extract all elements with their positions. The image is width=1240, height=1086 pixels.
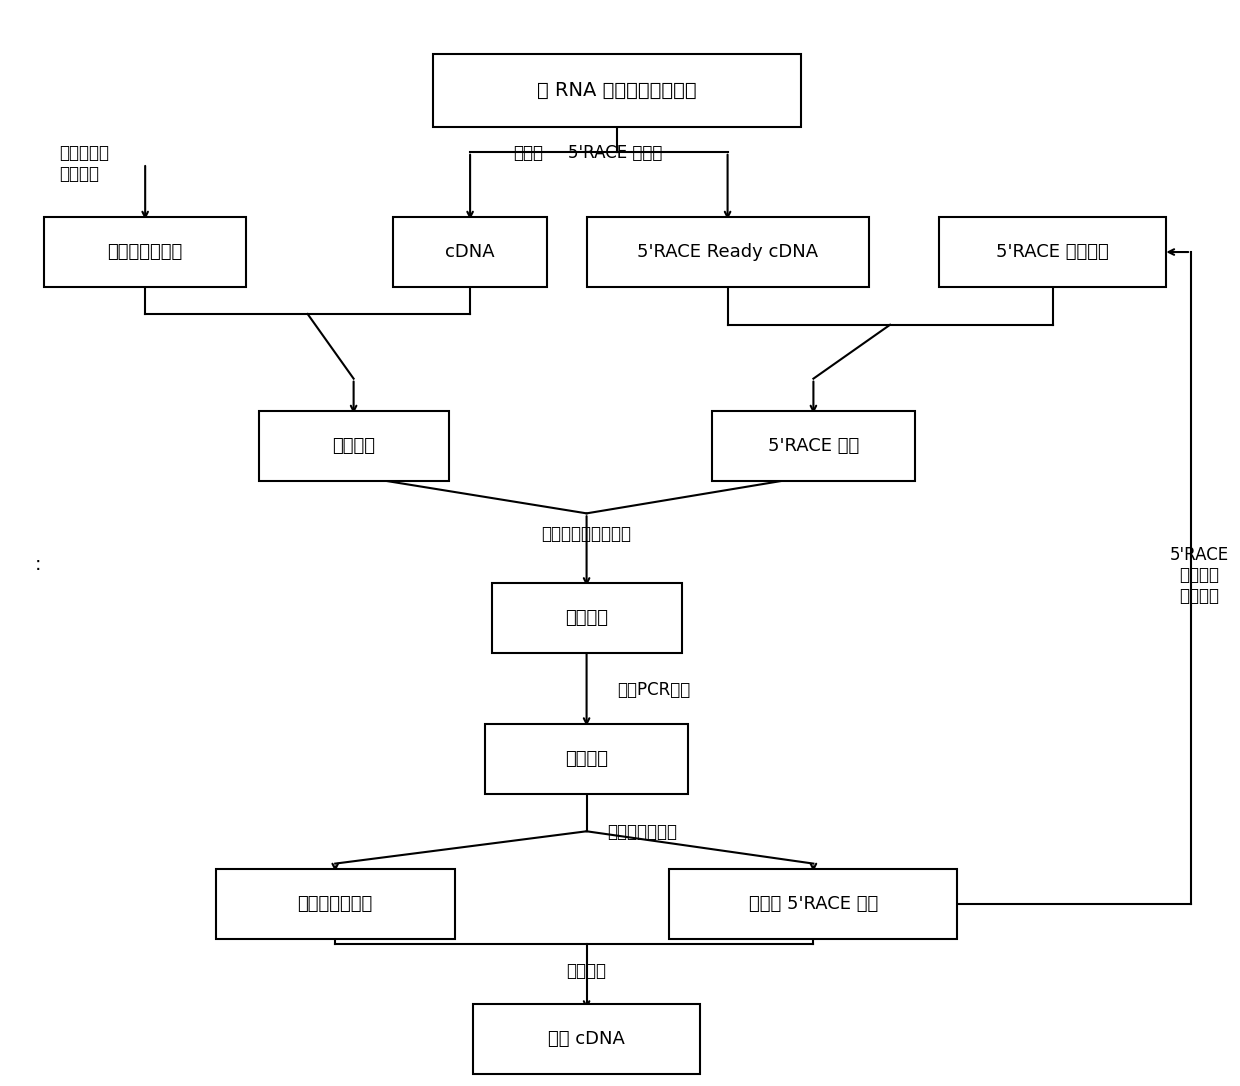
FancyBboxPatch shape	[712, 411, 915, 481]
FancyBboxPatch shape	[433, 53, 801, 127]
Text: 阳性克隆: 阳性克隆	[565, 749, 608, 768]
Text: :: :	[35, 555, 41, 574]
FancyBboxPatch shape	[474, 1003, 701, 1074]
Text: 切胶回收、连接转化: 切胶回收、连接转化	[542, 526, 631, 543]
FancyBboxPatch shape	[670, 869, 957, 939]
Text: 5'RACE 反转录: 5'RACE 反转录	[568, 143, 662, 162]
Text: 5'RACE 片段: 5'RACE 片段	[768, 437, 859, 455]
FancyBboxPatch shape	[939, 217, 1166, 287]
FancyBboxPatch shape	[491, 583, 682, 654]
Text: 优化的特异引物: 优化的特异引物	[108, 243, 182, 261]
FancyBboxPatch shape	[485, 723, 688, 794]
FancyBboxPatch shape	[216, 869, 455, 939]
Text: 序列拼接: 序列拼接	[567, 962, 606, 980]
Text: 5'RACE
引物的设
计与筛选: 5'RACE 引物的设 计与筛选	[1171, 545, 1229, 605]
Text: 反转录: 反转录	[513, 143, 543, 162]
Text: 全长 cDNA: 全长 cDNA	[548, 1030, 625, 1048]
Text: 测序、序列分析: 测序、序列分析	[606, 823, 677, 841]
FancyBboxPatch shape	[43, 217, 247, 287]
Text: 正确的 5'RACE 片段: 正确的 5'RACE 片段	[749, 895, 878, 913]
Text: 5'RACE 特异引物: 5'RACE 特异引物	[996, 243, 1109, 261]
Text: 正确的核心片段: 正确的核心片段	[298, 895, 373, 913]
Text: 核心片段: 核心片段	[332, 437, 376, 455]
FancyBboxPatch shape	[259, 411, 449, 481]
FancyBboxPatch shape	[393, 217, 547, 287]
Text: 总 RNA 的获得及浓度检测: 总 RNA 的获得及浓度检测	[537, 80, 697, 100]
Text: 重组菌落: 重组菌落	[565, 609, 608, 628]
Text: 5'RACE Ready cDNA: 5'RACE Ready cDNA	[637, 243, 818, 261]
Text: cDNA: cDNA	[445, 243, 495, 261]
Text: 菌落PCR验证: 菌落PCR验证	[618, 681, 691, 698]
Text: 同源引物设
计与筛选: 同源引物设 计与筛选	[60, 144, 109, 184]
FancyBboxPatch shape	[587, 217, 868, 287]
